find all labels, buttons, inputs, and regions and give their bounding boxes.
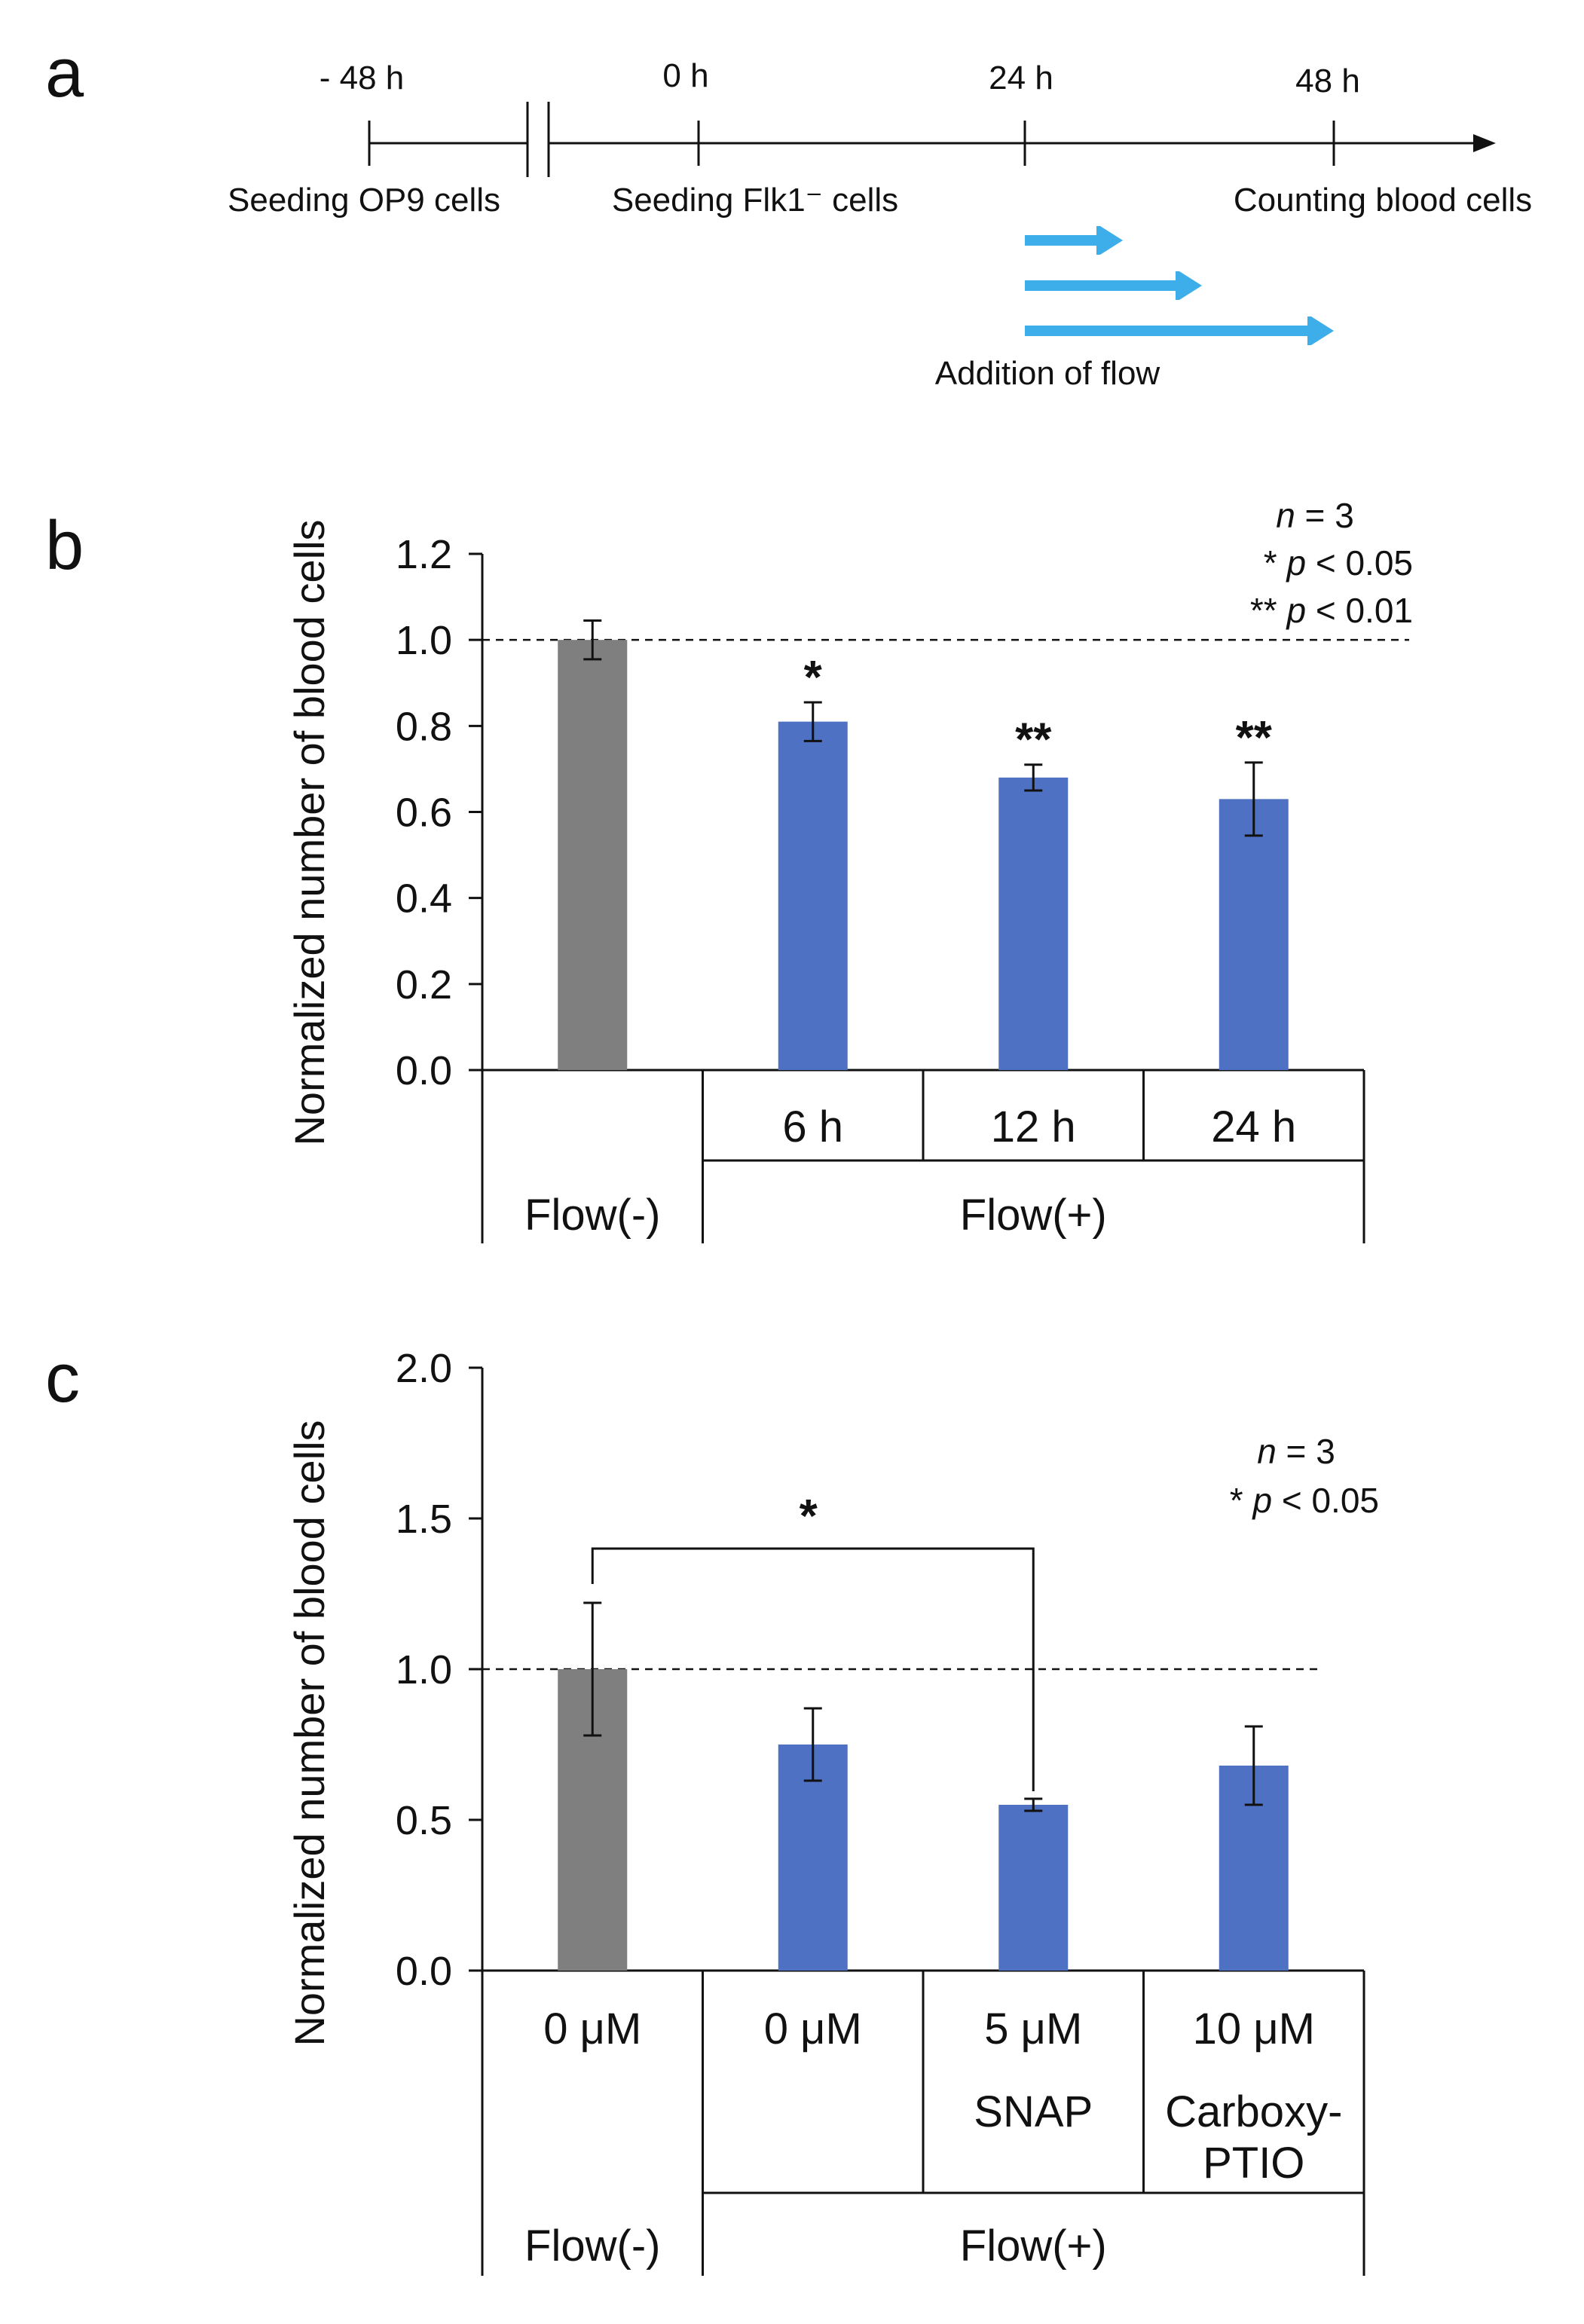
significance-mark: * (800, 1491, 818, 1543)
flow-arrows (1025, 226, 1334, 345)
y-tick-label: 0.5 (396, 1798, 452, 1843)
panel-letter-a: a (45, 35, 84, 112)
timepoint-label: 48 h (1295, 63, 1360, 99)
group-label: Flow(+) (960, 2222, 1107, 2270)
y-axis-label: Normalized number of blood cells (286, 519, 333, 1145)
category-label: 5 μM (984, 2004, 1082, 2053)
legend: n = 3 * p < 0.05 ** p < 0.01 (1250, 496, 1413, 630)
category-label: 0 μM (764, 2004, 862, 2053)
bars (558, 1669, 1289, 1971)
y-tick-label: 1.5 (396, 1497, 452, 1542)
flow-arrow-12h-shaft (1025, 280, 1176, 291)
group-label: Flow(-) (524, 1191, 660, 1240)
bar (998, 777, 1069, 1070)
timepoint-label: 24 h (989, 60, 1053, 96)
flow-arrow-24h-shaft (1025, 326, 1307, 336)
significance-bracket-line (591, 1547, 1035, 1791)
flow-arrow-6h-head (1096, 226, 1123, 255)
legend-n: n = 3 (1257, 1432, 1335, 1471)
y-tick-label: 2.0 (396, 1346, 452, 1391)
event-label: Counting blood cells (1234, 182, 1532, 219)
category-labels: 6 h 12 h 24 h Flow(-) Flow(+) (524, 1102, 1296, 1240)
category-labels: 0 μM 0 μM 5 μM 10 μM SNAP Carboxy-PTIO Flow(-)… (524, 2004, 1342, 2270)
flow-arrow-24h-head (1307, 316, 1334, 345)
bars (558, 640, 1289, 1070)
significance-bracket: * (591, 1491, 1035, 1791)
y-tick-label: 0.6 (396, 790, 452, 836)
bar (558, 640, 628, 1070)
legend-p01: ** p < 0.01 (1250, 591, 1413, 630)
y-tick-label: 1.0 (396, 1647, 452, 1693)
legend-p05: * p < 0.05 (1264, 543, 1413, 583)
y-tick-label: 1.2 (396, 532, 452, 577)
treatment-label: PTIO (1203, 2139, 1304, 2188)
significance-mark: ** (1015, 714, 1052, 766)
flow-arrow-12h-head (1176, 271, 1202, 300)
category-label: 0 μM (543, 2004, 641, 2053)
flow-arrow-6h-shaft (1025, 235, 1096, 246)
legend: n = 3 * p < 0.05 (1230, 1432, 1379, 1520)
y-tick-label: 0.0 (396, 1949, 452, 1994)
panel-letter-c: c (45, 1340, 80, 1417)
y-tick-label: 0.4 (396, 876, 452, 922)
bar (778, 721, 848, 1070)
panel-a: a - 48 h 0 h 24 h 48 h Seeding OP9 cells… (45, 35, 1532, 392)
panel-b: b Normalized number of blood cells 0.00.… (45, 496, 1413, 1243)
y-tick-label: 0.0 (396, 1048, 452, 1093)
timepoint-label: - 48 h (320, 60, 405, 96)
category-label: 24 h (1211, 1102, 1296, 1151)
category-label: 6 h (782, 1102, 843, 1151)
bar (778, 1745, 848, 1971)
timepoint-label: 0 h (662, 57, 708, 94)
panel-c: c Normalized number of blood cells 0.00.… (45, 1340, 1379, 2276)
group-label: Flow(-) (524, 2222, 660, 2270)
treatment-label: SNAP (974, 2087, 1093, 2136)
event-label: Seeding OP9 cells (228, 182, 500, 219)
error-bars (583, 1601, 1263, 1812)
significance-mark: * (804, 652, 823, 704)
bar (998, 1805, 1069, 1971)
category-label: 12 h (991, 1102, 1076, 1151)
group-label: Flow(+) (960, 1191, 1107, 1240)
y-ticks: 0.0 0.2 0.4 0.6 0.8 1.0 1.2 (396, 532, 482, 1093)
y-tick-label: 0.8 (396, 704, 452, 749)
significance-marks: *** ** (804, 652, 1273, 766)
y-axis-label: Normalized number of blood cells (286, 1420, 333, 2046)
treatment-label: Carboxy- (1165, 2087, 1342, 2136)
significance-mark: ** (1236, 712, 1273, 764)
flow-label: Addition of flow (935, 355, 1160, 392)
y-tick-label: 0.2 (396, 962, 452, 1008)
legend-p05: * p < 0.05 (1230, 1481, 1379, 1520)
panel-letter-b: b (45, 507, 84, 584)
legend-n: n = 3 (1276, 496, 1354, 535)
bar (1219, 799, 1289, 1070)
y-tick-label: 1.0 (396, 618, 452, 663)
y-ticks: 0.0 0.5 1.0 1.5 2.0 (396, 1346, 482, 1994)
category-label: 10 μM (1193, 2004, 1315, 2053)
error-bars (583, 619, 1263, 837)
timeline-arrowhead (1473, 134, 1496, 152)
event-label: Seeding Flk1⁻ cells (612, 182, 898, 219)
